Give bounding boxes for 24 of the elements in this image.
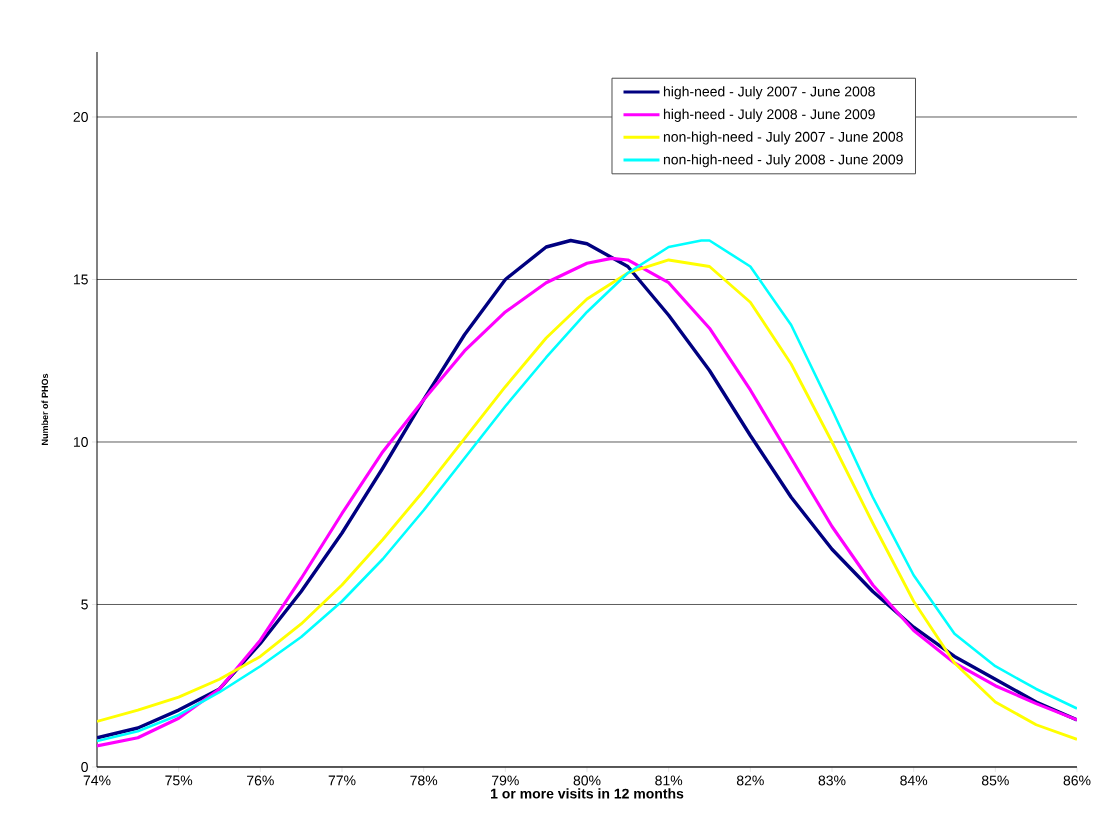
x-tick-label: 74% — [83, 775, 111, 786]
y-tick-label: 20 — [73, 112, 88, 122]
x-tick-label: 80% — [573, 775, 601, 786]
x-tick-label: 82% — [736, 775, 764, 786]
x-tick-label: 78% — [410, 775, 438, 786]
y-tick-label: 15 — [73, 274, 88, 285]
x-tick-label: 83% — [818, 775, 846, 786]
x-tick-label: 81% — [655, 775, 683, 786]
x-tick-label: 85% — [981, 775, 1009, 786]
x-tick-label: 79% — [492, 775, 519, 786]
legend-label: non-high-need - July 2007 - June 2008 — [663, 131, 903, 145]
x-axis-title: 1 or more visits in 12 months — [491, 788, 684, 799]
legend-label: high-need - July 2007 - June 2008 — [663, 86, 875, 100]
x-tick-label: 77% — [328, 775, 356, 786]
y-tick-label: 10 — [73, 437, 88, 447]
legend-label: high-need - July 2008 - June 2009 — [663, 108, 875, 122]
y-tick-label: 5 — [81, 599, 88, 610]
legend-label: non-high-need - July 2008 - June 2009 — [663, 154, 903, 168]
x-tick-label: 76% — [247, 775, 274, 786]
x-tick-label: 84% — [900, 775, 928, 786]
x-tick-label: 86% — [1063, 775, 1091, 786]
y-tick-label: 0 — [81, 762, 88, 772]
y-axis-title: Number of PHOs — [41, 373, 49, 445]
x-tick-label: 75% — [165, 775, 193, 786]
